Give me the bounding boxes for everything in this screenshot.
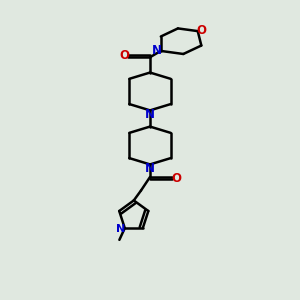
Text: N: N xyxy=(152,44,162,56)
Text: O: O xyxy=(171,172,181,185)
Text: O: O xyxy=(196,24,206,37)
Text: N: N xyxy=(145,108,155,122)
Text: N: N xyxy=(145,162,155,176)
Text: N: N xyxy=(116,224,125,234)
Text: O: O xyxy=(119,50,129,62)
